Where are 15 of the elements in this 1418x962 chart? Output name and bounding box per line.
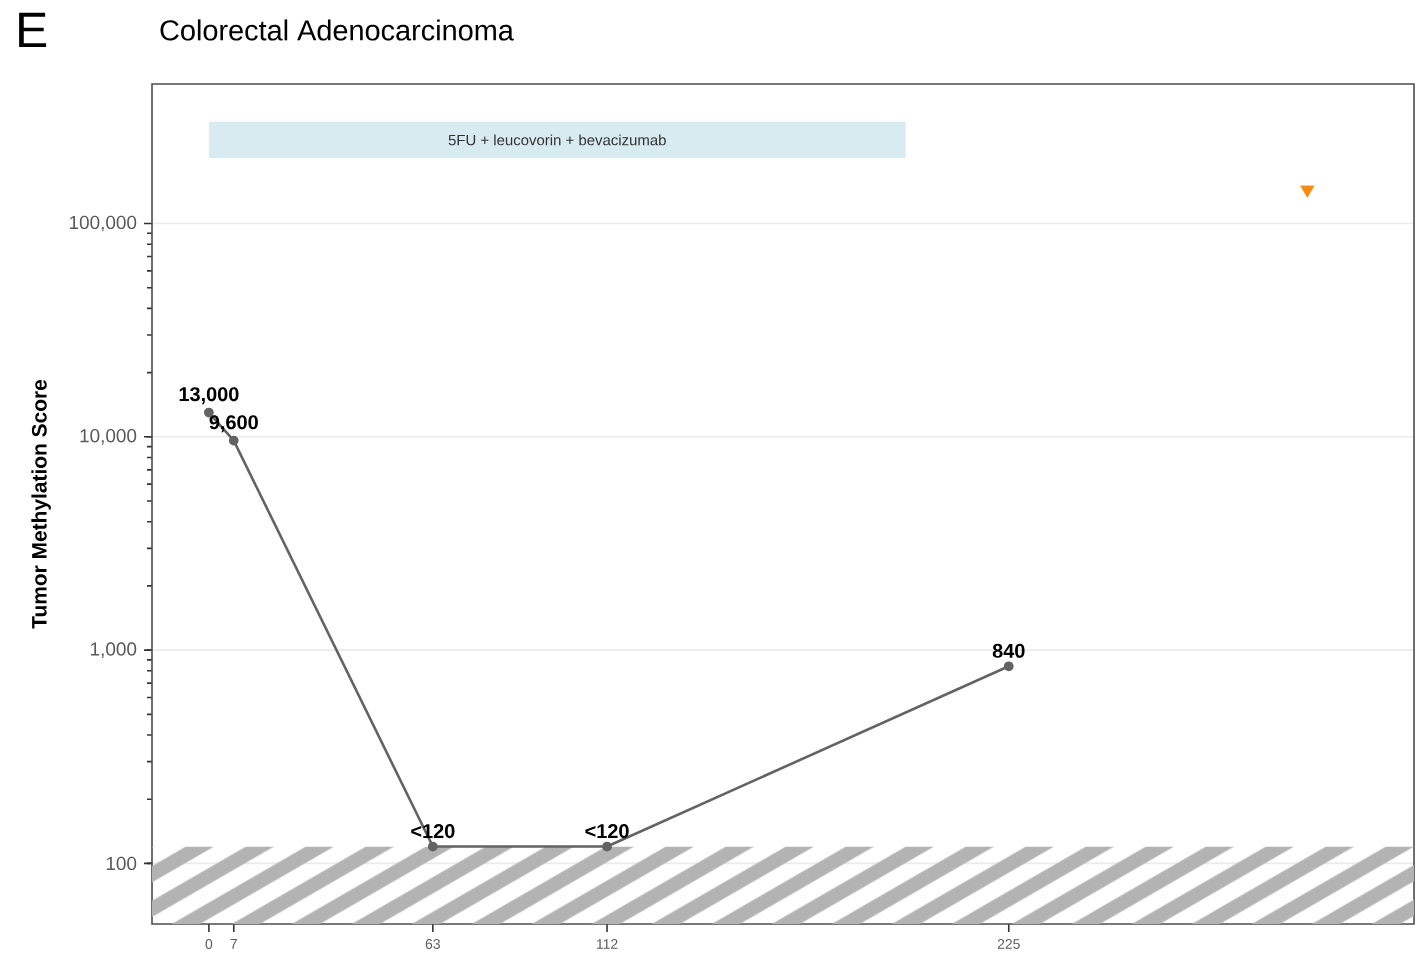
y-tick-label: 1,000 <box>91 642 137 658</box>
y-axis-title: Tumor Methylation Score <box>31 379 51 629</box>
chart-title: Colorectal Adenocarcinoma <box>160 19 514 41</box>
point <box>1300 185 1315 198</box>
point <box>602 841 612 852</box>
y-tick-label: 10,000 <box>80 429 137 445</box>
point <box>427 841 438 852</box>
data-label: 13,000 <box>179 387 239 405</box>
data-label: <120 <box>585 824 629 839</box>
point <box>228 435 239 446</box>
y-tick-label: 100,000 <box>69 215 137 232</box>
point <box>1003 661 1014 672</box>
data-label: 840 <box>992 643 1025 658</box>
y-tick-label: 100 <box>106 856 137 871</box>
text: E <box>19 12 47 48</box>
